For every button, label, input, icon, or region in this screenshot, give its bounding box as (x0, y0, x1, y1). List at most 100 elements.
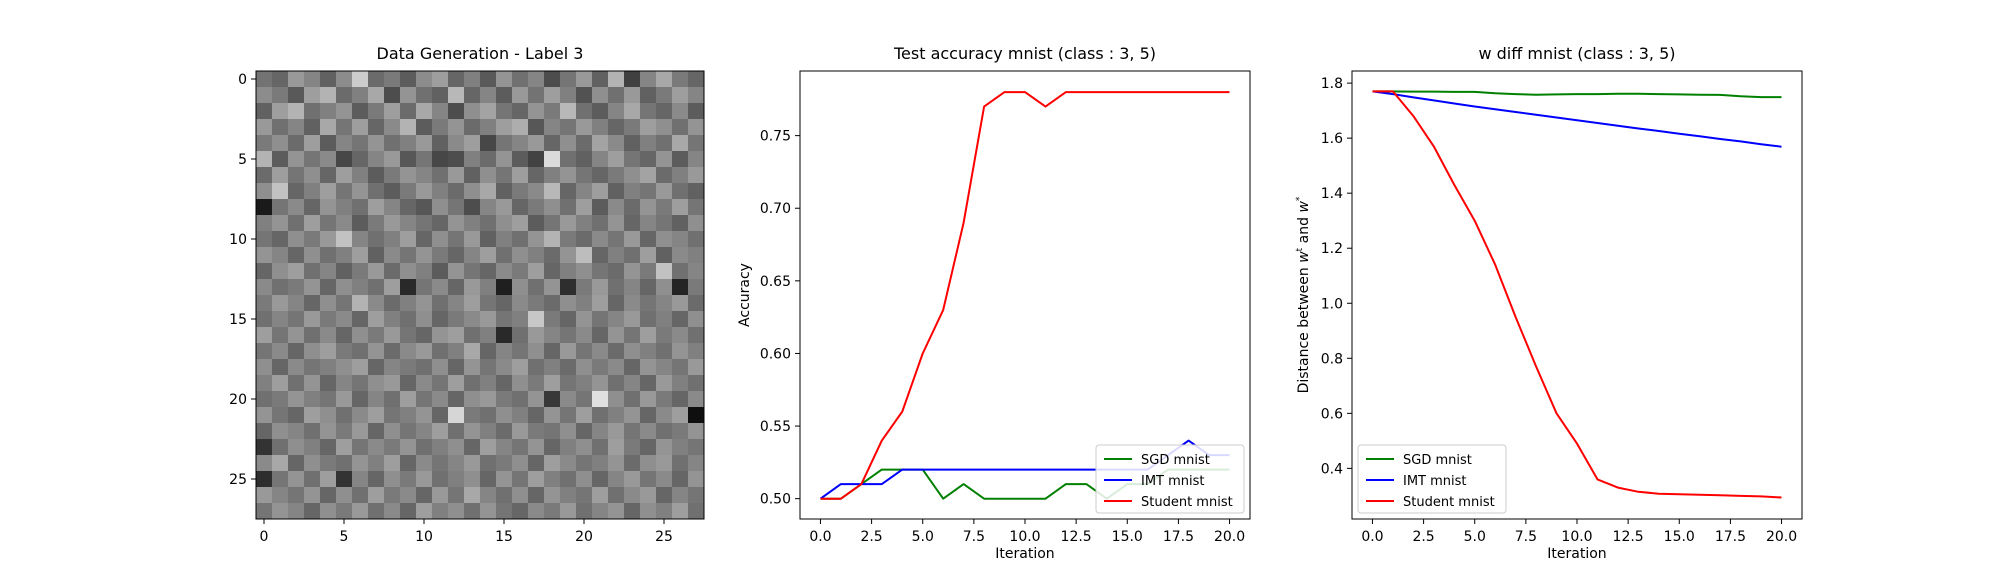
heatmap-cell-r14-c16 (512, 295, 529, 312)
heatmap-cell-r11-c12 (448, 247, 465, 264)
heatmap-cell-r23-c0 (256, 439, 273, 456)
heatmap-cell-r7-c27 (688, 183, 705, 200)
heatmap-cell-r1-c19 (560, 87, 577, 104)
heatmap-cell-r7-c23 (624, 183, 641, 200)
heatmap-cell-r5-c10 (416, 151, 433, 168)
accuracy-ticks: 0.0 2.5 5.0 7.5 10.0 12.5 15.0 17.5 20.0 0.50 0.55… (760, 129, 1245, 545)
heatmap-cell-r7-c0 (256, 183, 273, 200)
heatmap-cell-r24-c21 (592, 455, 609, 472)
heatmap-cell-r8-c14 (480, 199, 497, 216)
heatmap-cell-r17-c23 (624, 343, 641, 360)
heatmap-cell-r22-c6 (352, 423, 369, 440)
heatmap-cell-r20-c7 (368, 391, 385, 408)
heatmap-cell-r19-c18 (544, 375, 561, 392)
heatmap-cell-r6-c27 (688, 167, 705, 184)
heatmap-cell-r19-c21 (592, 375, 609, 392)
heatmap-cell-r20-c10 (416, 391, 433, 408)
heatmap-cell-r17-c18 (544, 343, 561, 360)
heatmap-cell-r15-c1 (272, 311, 289, 328)
heatmap-cell-r3-c2 (288, 119, 305, 136)
heatmap-cell-r1-c11 (432, 87, 449, 104)
heatmap-cell-r7-c18 (544, 183, 561, 200)
heatmap-cell-r11-c22 (608, 247, 625, 264)
heatmap-cell-r5-c12 (448, 151, 465, 168)
heatmap-cell-r14-c10 (416, 295, 433, 312)
heatmap-cell-r7-c6 (352, 183, 369, 200)
heatmap-cell-r18-c22 (608, 359, 625, 376)
heatmap-cell-r13-c20 (576, 279, 593, 296)
heatmap-cell-r27-c6 (352, 503, 369, 520)
heatmap-cell-r10-c14 (480, 231, 497, 248)
heatmap-cell-r0-c1 (272, 71, 289, 88)
heatmap-cell-r7-c15 (496, 183, 513, 200)
heatmap-cell-r7-c9 (400, 183, 417, 200)
heatmap-cell-r18-c6 (352, 359, 369, 376)
heatmap-cell-r3-c16 (512, 119, 529, 136)
heatmap-cell-r12-c11 (432, 263, 449, 280)
heatmap-cell-r13-c25 (656, 279, 673, 296)
heatmap-cell-r14-c14 (480, 295, 497, 312)
heatmap-cell-r12-c24 (640, 263, 657, 280)
heatmap-cell-r23-c8 (384, 439, 401, 456)
heatmap-ytick-label: 10 (229, 232, 247, 248)
heatmap-cell-r13-c3 (304, 279, 321, 296)
heatmap-cell-r13-c10 (416, 279, 433, 296)
heatmap-cell-r10-c2 (288, 231, 305, 248)
heatmap-cell-r8-c15 (496, 199, 513, 216)
heatmap-cell-r25-c0 (256, 471, 273, 488)
heatmap-cell-r12-c18 (544, 263, 561, 280)
heatmap-cell-r4-c14 (480, 135, 497, 152)
heatmap-cell-r6-c4 (320, 167, 337, 184)
heatmap-cell-r11-c7 (368, 247, 385, 264)
heatmap-cell-r8-c10 (416, 199, 433, 216)
heatmap-cell-r3-c17 (528, 119, 545, 136)
heatmap-cell-r5-c24 (640, 151, 657, 168)
heatmap-cell-r26-c16 (512, 487, 529, 504)
heatmap-cell-r18-c15 (496, 359, 513, 376)
heatmap-cell-r7-c21 (592, 183, 609, 200)
heatmap-cell-r6-c2 (288, 167, 305, 184)
heatmap-cell-r4-c26 (672, 135, 689, 152)
heatmap-cell-r25-c27 (688, 471, 705, 488)
heatmap-cell-r13-c12 (448, 279, 465, 296)
heatmap-cell-r14-c9 (400, 295, 417, 312)
heatmap-cell-r6-c14 (480, 167, 497, 184)
heatmap-cell-r23-c3 (304, 439, 321, 456)
heatmap-cell-r24-c20 (576, 455, 593, 472)
heatmap-cell-r21-c15 (496, 407, 513, 424)
heatmap-cell-r6-c9 (400, 167, 417, 184)
heatmap-cell-r23-c12 (448, 439, 465, 456)
heatmap-cell-r27-c11 (432, 503, 449, 520)
heatmap-cell-r24-c27 (688, 455, 705, 472)
heatmap-cell-r16-c11 (432, 327, 449, 344)
heatmap-cell-r18-c17 (528, 359, 545, 376)
heatmap-cell-r26-c20 (576, 487, 593, 504)
heatmap-cell-r11-c2 (288, 247, 305, 264)
heatmap-cell-r2-c23 (624, 103, 641, 120)
heatmap-cell-r17-c14 (480, 343, 497, 360)
heatmap-cell-r4-c2 (288, 135, 305, 152)
heatmap-cell-r3-c6 (352, 119, 369, 136)
heatmap-cell-r22-c7 (368, 423, 385, 440)
heatmap-cell-r13-c14 (480, 279, 497, 296)
wdiff-lines (1372, 90, 1782, 499)
heatmap-cell-r4-c8 (384, 135, 401, 152)
heatmap-cell-r20-c24 (640, 391, 657, 408)
heatmap-cell-r0-c14 (480, 71, 497, 88)
heatmap-cell-r10-c21 (592, 231, 609, 248)
heatmap-cell-r20-c26 (672, 391, 689, 408)
heatmap-cell-r3-c19 (560, 119, 577, 136)
heatmap-cell-r2-c0 (256, 103, 273, 120)
heatmap-cell-r13-c27 (688, 279, 705, 296)
heatmap-cell-r16-c4 (320, 327, 337, 344)
heatmap-cell-r22-c11 (432, 423, 449, 440)
heatmap-cell-r6-c3 (304, 167, 321, 184)
heatmap-xtick-label: 5 (340, 529, 349, 545)
heatmap-cell-r24-c26 (672, 455, 689, 472)
heatmap-cell-r6-c25 (656, 167, 673, 184)
heatmap-cell-r24-c10 (416, 455, 433, 472)
heatmap-cell-r19-c3 (304, 375, 321, 392)
heatmap-cell-r23-c16 (512, 439, 529, 456)
heatmap-cell-r5-c1 (272, 151, 289, 168)
heatmap-cell-r8-c11 (432, 199, 449, 216)
